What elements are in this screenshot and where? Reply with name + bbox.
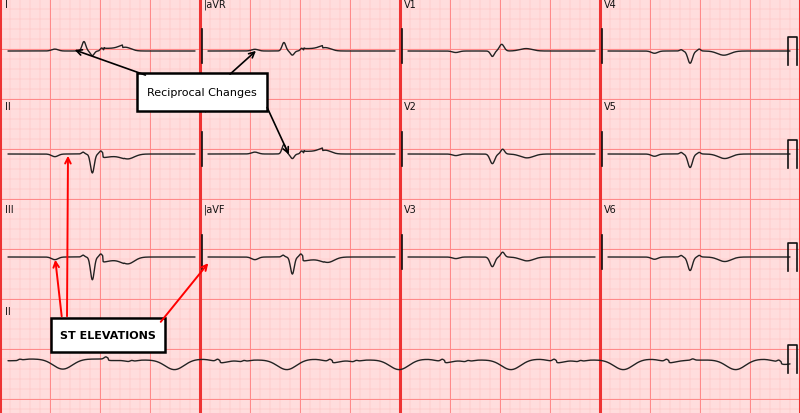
- Text: I: I: [5, 0, 8, 10]
- Text: V5: V5: [604, 102, 617, 112]
- Text: III: III: [5, 204, 14, 214]
- FancyBboxPatch shape: [137, 74, 267, 112]
- Text: V1: V1: [404, 0, 417, 10]
- Text: |aVF: |aVF: [204, 204, 226, 215]
- Text: ST ELEVATIONS: ST ELEVATIONS: [60, 330, 156, 340]
- Text: |aVR: |aVR: [204, 0, 226, 10]
- Text: V4: V4: [604, 0, 617, 10]
- FancyBboxPatch shape: [51, 318, 165, 352]
- Text: Reciprocal Changes: Reciprocal Changes: [147, 88, 257, 98]
- Text: V6: V6: [604, 204, 617, 214]
- Text: II: II: [5, 102, 10, 112]
- Text: II: II: [5, 306, 10, 316]
- Text: |aVL: |aVL: [204, 102, 226, 112]
- Text: V3: V3: [404, 204, 417, 214]
- Text: V2: V2: [404, 102, 417, 112]
